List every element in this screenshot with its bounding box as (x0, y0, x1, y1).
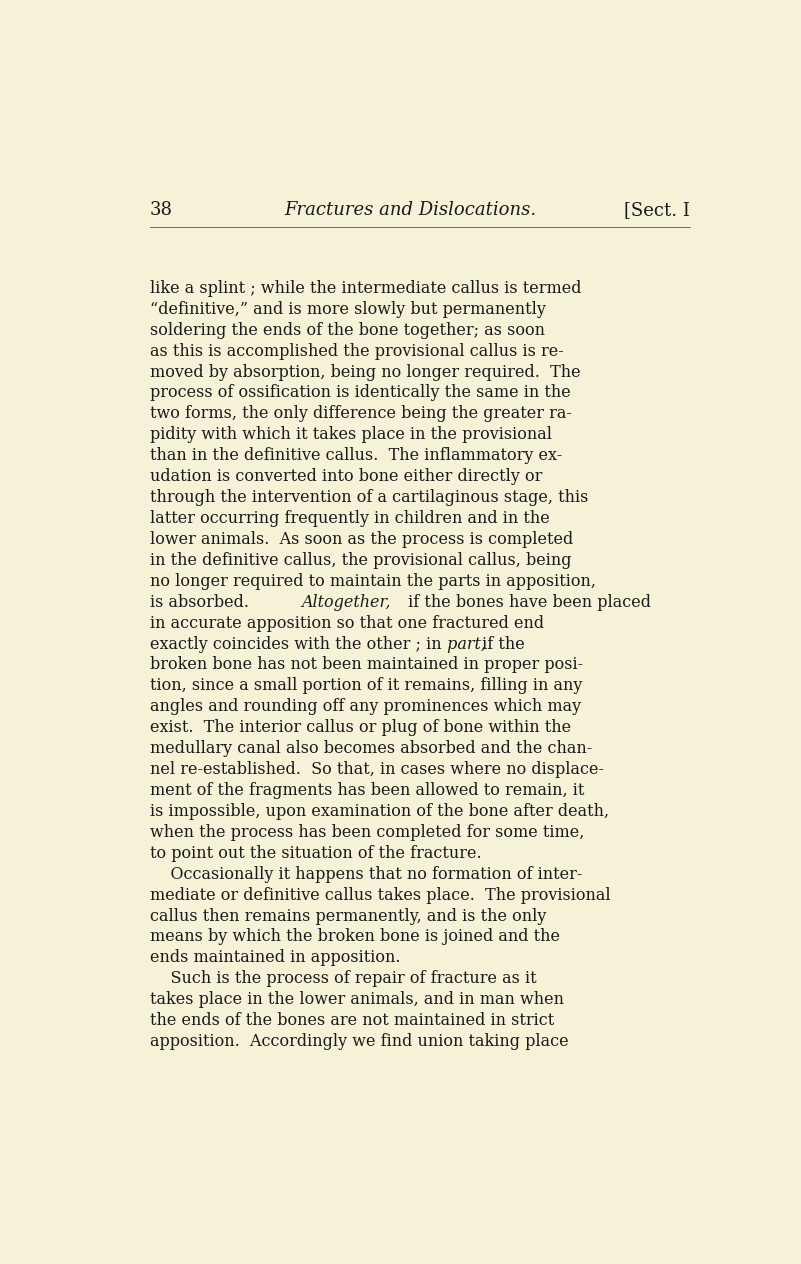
Text: broken bone has not been maintained in proper posi-: broken bone has not been maintained in p… (150, 656, 583, 674)
Text: udation is converted into bone either directly or: udation is converted into bone either di… (150, 468, 542, 485)
Text: the ends of the bones are not maintained in strict: the ends of the bones are not maintained… (150, 1012, 554, 1029)
Text: process of ossification is identically the same in the: process of ossification is identically t… (150, 384, 570, 402)
Text: if the: if the (477, 636, 525, 652)
Text: “definitive,” and is more slowly but permanently: “definitive,” and is more slowly but per… (150, 301, 545, 317)
Text: part,: part, (442, 636, 486, 652)
Text: is absorbed.: is absorbed. (150, 594, 259, 611)
Text: lower animals.  As soon as the process is completed: lower animals. As soon as the process is… (150, 531, 573, 547)
Text: is impossible, upon examination of the bone after death,: is impossible, upon examination of the b… (150, 803, 609, 820)
Text: tion, since a small portion of it remains, filling in any: tion, since a small portion of it remain… (150, 678, 582, 694)
Text: medullary canal also becomes absorbed and the chan-: medullary canal also becomes absorbed an… (150, 741, 592, 757)
Text: [Sect. I: [Sect. I (624, 201, 690, 219)
Text: 38: 38 (150, 201, 173, 219)
Text: Fractures and Dislocations.: Fractures and Dislocations. (284, 201, 537, 219)
Text: two forms, the only difference being the greater ra-: two forms, the only difference being the… (150, 406, 572, 422)
Text: takes place in the lower animals, and in man when: takes place in the lower animals, and in… (150, 991, 564, 1009)
Text: Such is the process of repair of fracture as it: Such is the process of repair of fractur… (150, 971, 537, 987)
Text: means by which the broken bone is joined and the: means by which the broken bone is joined… (150, 929, 560, 945)
Text: when the process has been completed for some time,: when the process has been completed for … (150, 824, 584, 841)
Text: if the bones have been placed: if the bones have been placed (403, 594, 650, 611)
Text: Occasionally it happens that no formation of inter-: Occasionally it happens that no formatio… (150, 866, 582, 882)
Text: angles and rounding off any prominences which may: angles and rounding off any prominences … (150, 698, 581, 715)
Text: moved by absorption, being no longer required.  The: moved by absorption, being no longer req… (150, 364, 581, 380)
Text: ends maintained in apposition.: ends maintained in apposition. (150, 949, 400, 967)
Text: ment of the fragments has been allowed to remain, it: ment of the fragments has been allowed t… (150, 782, 584, 799)
Text: in accurate apposition so that one fractured end: in accurate apposition so that one fract… (150, 614, 544, 632)
Text: in the definitive callus, the provisional callus, being: in the definitive callus, the provisiona… (150, 552, 571, 569)
Text: mediate or definitive callus takes place.  The provisional: mediate or definitive callus takes place… (150, 886, 610, 904)
Text: no longer required to maintain the parts in apposition,: no longer required to maintain the parts… (150, 573, 596, 590)
Text: apposition.  Accordingly we find union taking place: apposition. Accordingly we find union ta… (150, 1033, 569, 1050)
Text: than in the definitive callus.  The inflammatory ex-: than in the definitive callus. The infla… (150, 447, 562, 464)
Text: callus then remains permanently, and is the only: callus then remains permanently, and is … (150, 908, 546, 924)
Text: to point out the situation of the fracture.: to point out the situation of the fractu… (150, 844, 481, 862)
Text: through the intervention of a cartilaginous stage, this: through the intervention of a cartilagin… (150, 489, 588, 506)
Text: as this is accomplished the provisional callus is re-: as this is accomplished the provisional … (150, 343, 564, 359)
Text: latter occurring frequently in children and in the: latter occurring frequently in children … (150, 509, 549, 527)
Text: exactly coincides with the other ; in: exactly coincides with the other ; in (150, 636, 441, 652)
Text: pidity with which it takes place in the provisional: pidity with which it takes place in the … (150, 426, 552, 444)
Text: like a splint ; while the intermediate callus is termed: like a splint ; while the intermediate c… (150, 279, 582, 297)
Text: soldering the ends of the bone together; as soon: soldering the ends of the bone together;… (150, 321, 545, 339)
Text: Altogether,: Altogether, (301, 594, 390, 611)
Text: nel re-established.  So that, in cases where no displace-: nel re-established. So that, in cases wh… (150, 761, 604, 779)
Text: exist.  The interior callus or plug of bone within the: exist. The interior callus or plug of bo… (150, 719, 571, 736)
